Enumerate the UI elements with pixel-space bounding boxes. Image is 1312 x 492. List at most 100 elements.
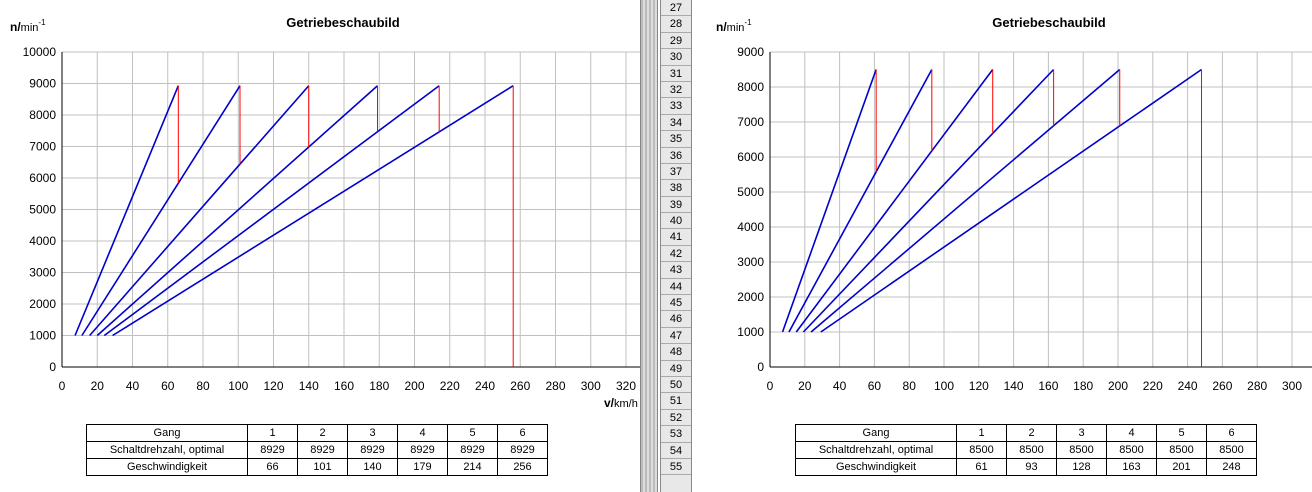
- table-cell: 128: [1056, 458, 1107, 476]
- table-cell: Geschwindigkeit: [795, 458, 957, 476]
- table-cell: 3: [1056, 424, 1107, 442]
- row-number[interactable]: 40: [661, 213, 691, 230]
- gear-line: [74, 85, 180, 336]
- row-number[interactable]: 36: [661, 148, 691, 164]
- table-cell: 8500: [1106, 441, 1157, 459]
- y-tick-label: 3000: [29, 266, 56, 280]
- table-cell: 93: [1006, 458, 1057, 476]
- row-number[interactable]: 45: [661, 295, 691, 312]
- table-cell: 4: [1106, 424, 1157, 442]
- row-number[interactable]: 30: [661, 49, 691, 66]
- gear-line: [781, 69, 877, 333]
- x-tick-label: 160: [334, 379, 354, 393]
- y-tick-label: 0: [757, 360, 764, 374]
- table-row: Geschwindigkeit 66 101 140 179 214 256: [86, 458, 548, 476]
- row-number[interactable]: 49: [661, 361, 691, 377]
- gear-line: [81, 85, 241, 336]
- x-tick-label: 100: [934, 379, 954, 393]
- y-tick-label: 9000: [29, 77, 56, 91]
- y-tick-label: 6000: [29, 171, 56, 185]
- table-cell: 2: [1006, 424, 1057, 442]
- y-tick-label: 7000: [29, 140, 56, 154]
- table-cell: 6: [1206, 424, 1257, 442]
- y-label-exp: -1: [744, 18, 752, 27]
- y-tick-label: 2000: [29, 297, 56, 311]
- x-tick-label: 20: [798, 379, 812, 393]
- row-number[interactable]: 48: [661, 344, 691, 361]
- table-cell: 8500: [1006, 441, 1057, 459]
- table-cell: 8929: [497, 441, 548, 459]
- y-label-main: n/: [716, 20, 727, 34]
- table-row: Geschwindigkeit 61 93 128 163 201 248: [795, 458, 1257, 476]
- table-cell: 8929: [297, 441, 348, 459]
- row-number[interactable]: 52: [661, 410, 691, 427]
- x-tick-label: 220: [440, 379, 460, 393]
- x-tick-label: 260: [1212, 379, 1232, 393]
- row-number[interactable]: 46: [661, 311, 691, 328]
- x-tick-label: 0: [767, 379, 774, 393]
- row-number[interactable]: 33: [661, 98, 691, 115]
- row-number[interactable]: 54: [661, 443, 691, 459]
- row-number[interactable]: 38: [661, 180, 691, 197]
- table-cell: 4: [397, 424, 448, 442]
- x-tick-label: 140: [299, 379, 319, 393]
- scrollbar[interactable]: [640, 0, 658, 492]
- chart-title: Getriebeschaubild: [992, 15, 1105, 30]
- row-number[interactable]: 37: [661, 164, 691, 181]
- table-row: Gang 1 2 3 4 5 6: [795, 424, 1257, 442]
- y-tick-label: 7000: [737, 115, 764, 129]
- row-number[interactable]: 50: [661, 377, 691, 394]
- table-cell: 8500: [1156, 441, 1207, 459]
- y-tick-label: 3000: [737, 255, 764, 269]
- y-tick-label: 5000: [29, 203, 56, 217]
- row-number[interactable]: 39: [661, 197, 691, 214]
- x-tick-label: 140: [1004, 379, 1024, 393]
- table-cell: 214: [447, 458, 498, 476]
- y-tick-label: 2000: [737, 290, 764, 304]
- row-number[interactable]: 43: [661, 262, 691, 279]
- y-tick-label: 10000: [23, 45, 57, 59]
- x-tick-label: 120: [969, 379, 989, 393]
- y-label-exp: -1: [38, 18, 46, 27]
- table-cell: 8500: [1056, 441, 1107, 459]
- row-number[interactable]: 31: [661, 66, 691, 82]
- x-tick-label: 0: [59, 379, 66, 393]
- table-cell: 140: [347, 458, 398, 476]
- x-tick-label: 60: [868, 379, 882, 393]
- y-tick-label: 5000: [737, 185, 764, 199]
- row-number[interactable]: 35: [661, 131, 691, 148]
- y-label-unit: min: [727, 22, 745, 34]
- x-tick-label: 80: [903, 379, 917, 393]
- x-tick-label: 100: [228, 379, 248, 393]
- x-tick-label: 320: [616, 379, 636, 393]
- row-number[interactable]: 42: [661, 246, 691, 263]
- x-tick-label: 280: [545, 379, 565, 393]
- x-tick-label: 220: [1143, 379, 1163, 393]
- x-tick-label: 20: [91, 379, 105, 393]
- table-cell: 201: [1156, 458, 1207, 476]
- x-tick-label: 300: [581, 379, 601, 393]
- table-cell: Schaltdrehzahl, optimal: [795, 441, 957, 459]
- y-tick-label: 4000: [737, 220, 764, 234]
- row-number[interactable]: 51: [661, 393, 691, 410]
- table-cell: 5: [447, 424, 498, 442]
- row-number[interactable]: 28: [661, 16, 691, 33]
- table-cell: 101: [297, 458, 348, 476]
- table-cell: Gang: [795, 424, 957, 442]
- row-number[interactable]: 44: [661, 279, 691, 296]
- row-number[interactable]: 34: [661, 115, 691, 132]
- row-number[interactable]: 32: [661, 82, 691, 99]
- row-number[interactable]: 41: [661, 229, 691, 246]
- row-number[interactable]: 55: [661, 459, 691, 476]
- gear-line: [96, 85, 379, 337]
- x-tick-label: 40: [126, 379, 140, 393]
- row-number[interactable]: 47: [661, 328, 691, 345]
- x-tick-label: 200: [404, 379, 424, 393]
- row-number[interactable]: 27: [661, 0, 691, 17]
- table-cell: 8500: [1206, 441, 1257, 459]
- row-number[interactable]: 29: [661, 33, 691, 50]
- row-number[interactable]: 53: [661, 426, 691, 443]
- table-cell: 179: [397, 458, 448, 476]
- x-tick-label: 260: [510, 379, 530, 393]
- chart-title: Getriebeschaubild: [286, 15, 399, 30]
